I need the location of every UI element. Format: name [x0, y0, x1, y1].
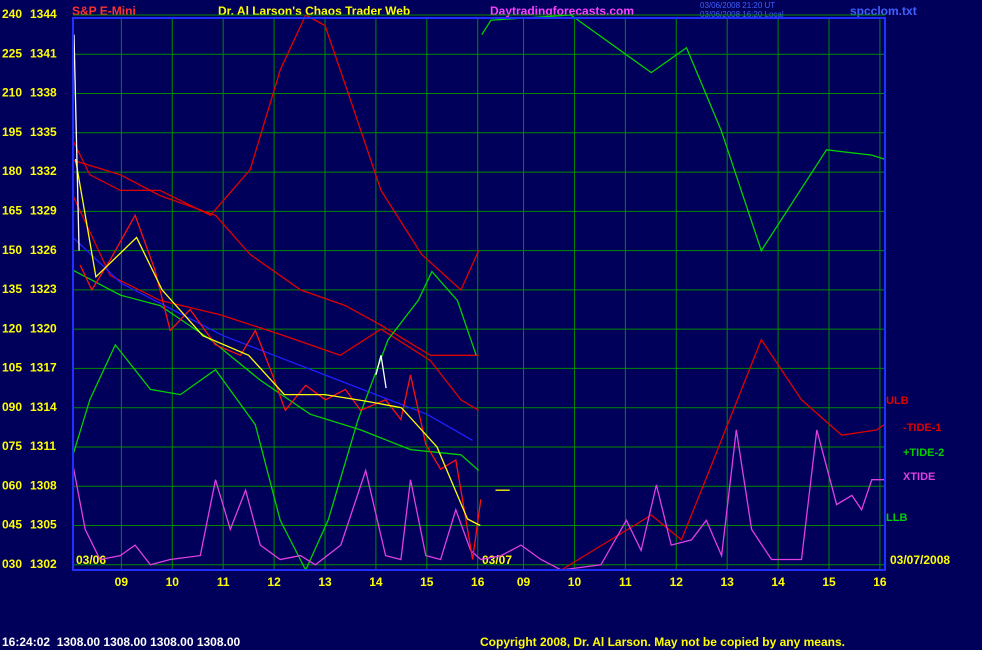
x-tick-label: 12 [267, 575, 281, 589]
y-tick-label: 1344 [30, 7, 57, 21]
series-line [72, 195, 480, 411]
y2-tick-label: 075 [2, 439, 22, 453]
series-line [72, 270, 477, 572]
y-tick-label: 1332 [30, 164, 57, 178]
y-tick-label: 1314 [30, 400, 57, 414]
y2-tick-label: 240 [2, 7, 22, 21]
legend-label: XTIDE [903, 471, 935, 483]
y2-tick-label: 060 [2, 478, 22, 492]
y2-tick-label: 090 [2, 400, 22, 414]
y-tick-label: 1302 [30, 557, 57, 571]
legend-label: LLB [886, 512, 907, 524]
symbol: S&P E-Mini [72, 4, 136, 18]
legend-label: +TIDE-2 [903, 447, 944, 459]
date-label: 03/07/2008 [890, 553, 950, 567]
y2-tick-label: 135 [2, 282, 22, 296]
y-tick-label: 1323 [30, 282, 57, 296]
legend: ULB -TIDE-1 LLB +TIDE-2 XTIDE [886, 395, 944, 524]
y-tick-label: 1317 [30, 361, 57, 375]
chart-title: Dr. Al Larson's Chaos Trader Web [218, 4, 410, 18]
status: 16:24:02 1308.00 1308.00 1308.00 1308.00 [2, 635, 241, 649]
x-tick-label: 14 [771, 575, 785, 589]
x-tick-label: 16 [873, 575, 887, 589]
y-tick-label: 1341 [30, 46, 57, 60]
copyright: Copyright 2008, Dr. Al Larson. May not b… [480, 635, 845, 649]
y-tick-label: 1338 [30, 86, 57, 100]
series-line [72, 269, 480, 471]
x-tick-label: 14 [369, 575, 383, 589]
series-line [72, 14, 480, 291]
x-tick-label: 10 [568, 575, 582, 589]
timestamp: 03/06/2008 21:20 UT [700, 1, 775, 10]
x-tick-label: 13 [721, 575, 735, 589]
y-tick-label: 1320 [30, 321, 57, 335]
plot-border [72, 17, 886, 571]
x-tick-label: 13 [318, 575, 332, 589]
y2-tick-label: 150 [2, 243, 22, 257]
y2-tick-label: 120 [2, 321, 22, 335]
x-tick-label: 09 [517, 575, 531, 589]
y-tick-label: 1329 [30, 204, 57, 218]
series-line [560, 338, 885, 571]
y2-tick-label: 030 [2, 557, 22, 571]
date-label: 03/07 [482, 553, 512, 567]
series-line [72, 237, 473, 441]
series-line [375, 355, 387, 389]
x-tick-label: 16 [471, 575, 485, 589]
x-tick-label: 15 [822, 575, 836, 589]
legend-label: ULB [886, 395, 909, 407]
series-line [73, 34, 80, 251]
x-tick-label: 11 [619, 575, 632, 589]
y2-tick-label: 210 [2, 86, 22, 100]
y-tick-label: 1311 [30, 439, 56, 453]
y-tick-label: 1335 [30, 125, 57, 139]
series-line [72, 159, 479, 356]
file-name: spcclom.txt [850, 4, 917, 18]
y-tick-label: 1305 [30, 518, 57, 532]
x-tick-label: 10 [166, 575, 180, 589]
y2-tick-label: 180 [2, 164, 22, 178]
y-tick-label: 1326 [30, 243, 57, 257]
grid: 1302130513081311131413171320132313261329… [2, 7, 887, 589]
x-tick-label: 12 [670, 575, 684, 589]
y2-tick-label: 165 [2, 204, 22, 218]
y2-tick-label: 105 [2, 361, 22, 375]
series-line [74, 158, 481, 527]
legend-label: -TIDE-1 [903, 422, 942, 434]
x-tick-label: 15 [420, 575, 434, 589]
y2-tick-label: 195 [2, 125, 22, 139]
x-tick-label: 09 [115, 575, 129, 589]
y2-tick-label: 045 [2, 518, 22, 532]
y-tick-label: 1308 [30, 478, 57, 492]
series-line [79, 213, 482, 560]
x-tick-label: 11 [217, 575, 230, 589]
y2-tick-label: 225 [2, 46, 22, 60]
